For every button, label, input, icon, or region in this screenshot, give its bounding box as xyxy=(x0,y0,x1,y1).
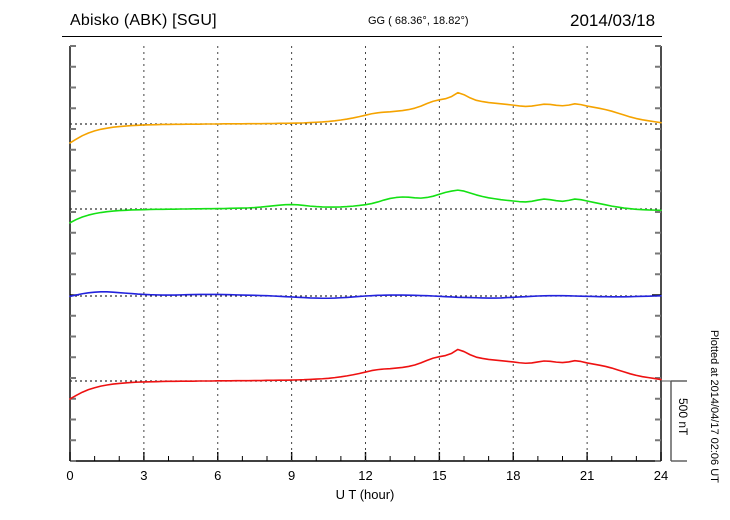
x-tick-label-0: 0 xyxy=(66,468,74,483)
x-axis-label: U T (hour) xyxy=(335,487,395,502)
station-title: Abisko (ABK) [SGU] xyxy=(70,12,217,29)
x-tick-label-9: 9 xyxy=(288,468,296,483)
x-tick-label-24: 24 xyxy=(653,468,669,483)
x-tick-label-6: 6 xyxy=(214,468,222,483)
observation-date: 2014/03/18 xyxy=(570,11,656,30)
x-tick-label-3: 3 xyxy=(140,468,148,483)
x-tick-label-21: 21 xyxy=(579,468,595,483)
geographic-coordinates: GG ( 68.36°, 18.82°) xyxy=(368,15,469,27)
x-tick-label-15: 15 xyxy=(432,468,447,483)
x-tick-label-18: 18 xyxy=(506,468,521,483)
x-tick-label-12: 12 xyxy=(358,468,373,483)
header-divider xyxy=(62,36,662,37)
scale-bar-label: 500 nT xyxy=(676,398,690,436)
plotted-timestamp: Plotted at 2014/04/17 02:06 UT xyxy=(708,330,720,483)
